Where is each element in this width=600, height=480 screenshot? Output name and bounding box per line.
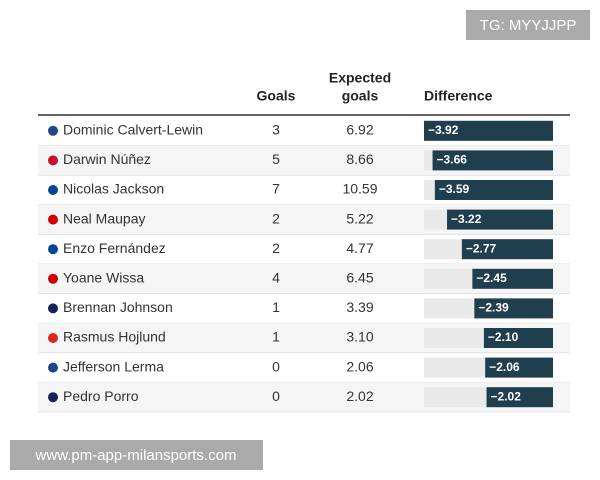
expected-goals: 5.22	[346, 210, 373, 226]
expected-goals: 10.59	[342, 181, 377, 197]
difference-label: −2.02	[491, 389, 522, 403]
player-name: Darwin Núñez	[63, 151, 151, 167]
goals: 1	[272, 299, 280, 315]
player-name: Jefferson Lerma	[63, 358, 164, 374]
player-name: Enzo Fernández	[63, 240, 166, 256]
player-name: Nicolas Jackson	[63, 181, 164, 197]
column-header: Expected	[329, 70, 391, 86]
difference-bar	[486, 387, 553, 408]
difference-label: −2.39	[478, 301, 509, 315]
expected-goals: 6.45	[346, 270, 373, 286]
club-icon	[48, 155, 58, 166]
club-icon	[48, 333, 58, 343]
player-name: Rasmus Hojlund	[63, 329, 166, 345]
goals: 2	[272, 210, 280, 226]
club-icon	[48, 125, 58, 136]
club-icon	[48, 303, 58, 314]
player-name: Neal Maupay	[63, 210, 146, 226]
goals: 3	[272, 122, 280, 138]
difference-bar	[432, 150, 553, 171]
player-name: Yoane Wissa	[63, 270, 144, 286]
difference-label: −3.66	[437, 153, 468, 167]
difference-bar	[485, 357, 553, 378]
difference-label: −3.92	[428, 123, 459, 137]
column-header: goals	[342, 88, 379, 104]
difference-label: −2.10	[488, 330, 519, 344]
column-header: Difference	[424, 88, 493, 104]
difference-label: −2.77	[466, 241, 497, 255]
club-icon	[48, 362, 58, 373]
difference-label: −3.22	[451, 212, 482, 226]
difference-label: −3.59	[439, 182, 470, 196]
expected-goals: 4.77	[346, 240, 373, 256]
player-name: Pedro Porro	[63, 388, 139, 404]
expected-goals: 3.10	[346, 329, 373, 345]
player-name: Brennan Johnson	[63, 299, 173, 315]
club-icon	[48, 214, 58, 225]
goals: 7	[272, 181, 280, 197]
goals: 1	[272, 329, 280, 345]
difference-bar	[461, 239, 553, 260]
goals: 2	[272, 240, 280, 256]
goals: 5	[272, 151, 280, 167]
difference-bar	[472, 268, 553, 289]
difference-bar	[424, 120, 553, 141]
difference-bar	[483, 328, 553, 348]
goals: 4	[272, 270, 280, 286]
difference-label: −2.06	[489, 360, 520, 374]
expected-goals: 6.92	[346, 122, 373, 138]
watermark: www.pm-app-milansports.com	[35, 447, 237, 464]
goals: 0	[272, 388, 280, 404]
difference-label: −2.45	[476, 271, 507, 285]
club-icon	[48, 185, 58, 195]
difference-bar	[434, 180, 553, 200]
watermark-box	[10, 440, 263, 470]
expected-goals: 3.39	[346, 299, 373, 315]
expected-goals: 2.02	[346, 388, 373, 404]
difference-bar	[474, 298, 553, 319]
column-header: Goals	[257, 88, 296, 104]
watermark-box	[466, 10, 590, 40]
club-icon	[48, 392, 58, 403]
table-body: Dominic Calvert-Lewin 3 6.92 −3.92 Darwin Nú…	[38, 120, 570, 413]
club-icon	[48, 273, 58, 284]
difference-bar	[447, 209, 553, 230]
expected-goals: 8.66	[346, 151, 373, 167]
expected-goals: 2.06	[346, 358, 373, 374]
club-icon	[48, 244, 58, 255]
watermark: TG: MYYJJPP	[480, 17, 577, 34]
goals: 0	[272, 358, 280, 374]
player-name: Dominic Calvert-Lewin	[63, 122, 203, 138]
